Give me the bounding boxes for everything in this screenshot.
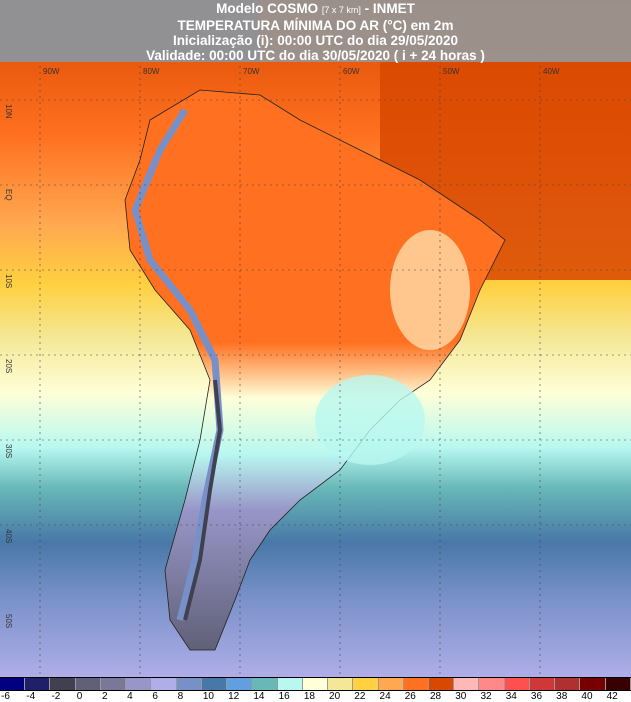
legend-label: 6 xyxy=(152,691,158,702)
latitude-label: 10N xyxy=(4,104,13,119)
legend-swatch xyxy=(252,678,278,690)
validity-time: Validade: 00:00 UTC do dia 30/05/2020 ( … xyxy=(146,48,485,63)
legend-swatch xyxy=(403,678,429,690)
institution: - INMET xyxy=(364,1,415,16)
legend-label: 20 xyxy=(329,691,341,702)
legend-swatch xyxy=(353,678,379,690)
south-america-landmass xyxy=(124,89,506,651)
legend-swatch xyxy=(201,678,228,690)
model-resolution: [7 x 7 km] xyxy=(321,5,361,15)
legend-label: 0 xyxy=(76,691,83,702)
legend-label: 32 xyxy=(480,691,492,702)
legend-label: 10 xyxy=(202,691,214,702)
legend-swatch xyxy=(555,678,581,690)
legend-swatch xyxy=(454,678,480,690)
legend-label: 4 xyxy=(127,691,133,702)
legend-swatch xyxy=(0,678,26,690)
legend-label: 34 xyxy=(505,691,517,702)
legend-label: 24 xyxy=(379,691,391,702)
latitude-label: 10S xyxy=(4,274,13,288)
southeast-brazil-cool-zone xyxy=(315,375,425,465)
legend-swatch xyxy=(302,678,329,690)
legend-label: -2 xyxy=(51,691,61,702)
legend-label: 28 xyxy=(429,691,442,702)
legend-label: 42 xyxy=(606,691,618,702)
latitude-label: 50S xyxy=(4,614,13,628)
legend-label: 38 xyxy=(556,691,568,702)
northeast-brazil-mild-zone xyxy=(390,230,470,350)
initialization-time: Inicialização (i): 00:00 UTC do dia 29/0… xyxy=(172,33,459,48)
graticule xyxy=(0,0,631,678)
legend-swatch xyxy=(428,678,455,690)
legend-label: 12 xyxy=(228,691,240,702)
legend-swatch xyxy=(50,678,76,690)
longitude-label: 80W xyxy=(143,67,160,76)
legend-swatch xyxy=(328,678,354,690)
legend-swatch xyxy=(504,678,530,690)
legend-swatch xyxy=(126,678,152,690)
legend-label: -6 xyxy=(1,691,10,702)
legend-label: 16 xyxy=(278,691,290,702)
map-title: TEMPERATURA MÍNIMA DO AR (°C) em 2m xyxy=(177,18,454,33)
legend-swatch xyxy=(151,678,177,690)
legend-label: -4 xyxy=(26,691,36,702)
legend-swatch xyxy=(378,678,404,690)
temperature-map: 90W80W70W60W50W40W30W 10NEQ10S20S30S40S5… xyxy=(0,0,631,678)
longitude-label: 40W xyxy=(543,67,560,76)
legend-swatch xyxy=(277,678,303,690)
legend-swatch xyxy=(479,678,505,690)
legend-swatch xyxy=(605,678,631,690)
legend-label: 22 xyxy=(354,691,366,702)
map-header: Modelo COSMO [7 x 7 km] - INMET TEMPERAT… xyxy=(0,0,631,63)
latitude-label: 30S xyxy=(4,444,13,458)
legend-swatch xyxy=(100,678,127,690)
model-name: Modelo COSMO xyxy=(216,1,319,16)
legend-label: 26 xyxy=(404,691,416,702)
latitude-label: 40S xyxy=(4,529,13,543)
legend-label: 30 xyxy=(455,691,467,702)
legend-label: 8 xyxy=(177,691,184,702)
legend-label: 36 xyxy=(530,691,543,702)
legend-swatch xyxy=(227,678,253,690)
andes-cold-band xyxy=(131,108,224,621)
legend-swatch xyxy=(75,678,101,690)
legend-label: 14 xyxy=(253,691,265,702)
andes-coldest-band xyxy=(183,379,223,621)
longitude-label: 90W xyxy=(43,67,60,76)
legend-swatch xyxy=(580,678,606,690)
legend-label: 2 xyxy=(101,691,108,702)
latitude-label: EQ xyxy=(4,189,13,201)
color-legend: -6 -4 -2 0 2 4 6 8 10 12 14 16 18 20 22 24 26 28 30 32 34 36 3… xyxy=(0,677,631,702)
legend-swatch xyxy=(25,678,51,690)
legend-label: 18 xyxy=(303,691,315,702)
longitude-label: 70W xyxy=(243,67,260,76)
latitude-label: 20S xyxy=(4,359,13,373)
longitude-label: 50W xyxy=(443,67,460,76)
legend-swatch xyxy=(176,678,202,690)
legend-label: 40 xyxy=(581,691,593,702)
longitude-label: 60W xyxy=(343,67,360,76)
legend-swatch xyxy=(529,678,556,690)
